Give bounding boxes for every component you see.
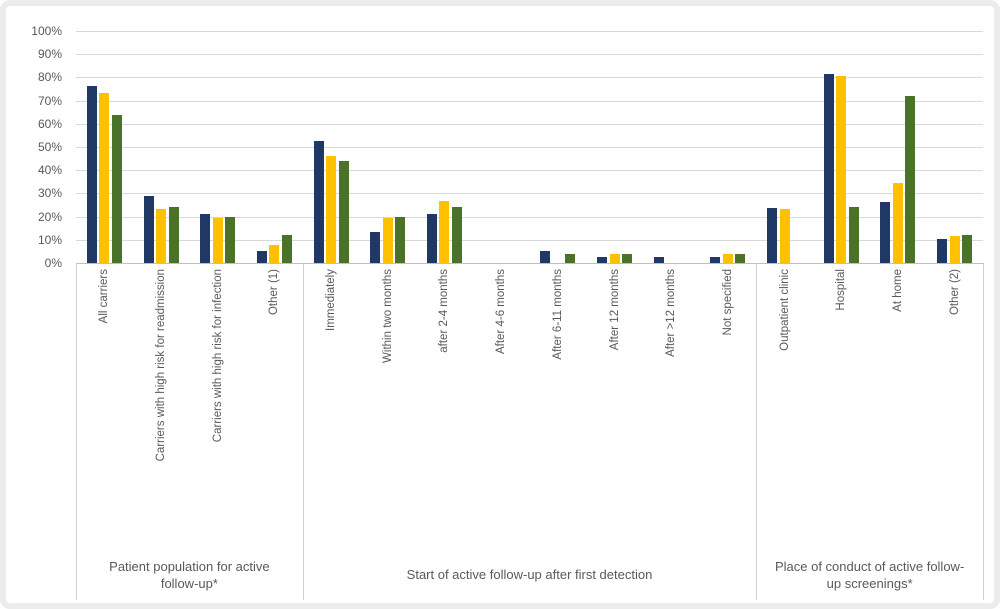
gridline	[76, 54, 983, 56]
bar-yellow-series	[892, 182, 903, 263]
category-label: After >12 months	[665, 269, 678, 357]
bar-dark-blue-series	[256, 250, 267, 263]
y-tick-label: 80%	[37, 70, 62, 85]
bar-yellow-series	[836, 75, 847, 263]
y-tick-label: 60%	[37, 116, 62, 131]
bar-green-series	[622, 253, 633, 263]
y-tick-label: 90%	[37, 47, 62, 62]
bar-green-series	[168, 207, 179, 263]
y-tick-label: 40%	[37, 163, 62, 178]
bar-green-series	[962, 235, 973, 263]
bar-dark-blue-series	[200, 214, 211, 263]
bar-dark-blue-series	[653, 256, 664, 263]
category-label: After 6-11 months	[551, 269, 564, 360]
gridline	[76, 31, 983, 32]
bar-green-series	[848, 207, 859, 263]
bar-dark-blue-series	[710, 256, 721, 263]
gridline	[76, 216, 983, 218]
bar-green-series	[225, 216, 236, 263]
group-title: Start of active follow-up after first de…	[406, 567, 653, 582]
y-tick-label: 0%	[44, 256, 62, 270]
y-tick-label: 30%	[37, 186, 62, 201]
category-label: All carriers	[98, 269, 111, 324]
category-label: Within two months	[381, 269, 394, 363]
gridline	[76, 123, 983, 125]
y-tick-label: 70%	[37, 93, 62, 108]
bar-green-series	[395, 216, 406, 263]
bar-yellow-series	[382, 218, 393, 263]
bar-yellow-series	[779, 209, 790, 263]
category-label: Outpatient clinic	[778, 269, 791, 351]
category-label: Immediately	[325, 269, 338, 331]
group-title: Patient population for active follow-up*	[109, 558, 270, 591]
category-label: Other (1)	[268, 269, 281, 316]
x-axis-line	[76, 263, 983, 264]
bar-yellow-series	[212, 218, 223, 263]
group-separator-line	[983, 263, 984, 600]
category-label: after 2-4 months	[438, 269, 451, 353]
gridline	[76, 239, 983, 241]
category-label: After 4-6 months	[495, 269, 508, 355]
bar-dark-blue-series	[880, 201, 891, 263]
category-label: Carriers with high risk for infection	[211, 269, 224, 443]
bar-dark-blue-series	[426, 214, 437, 263]
group-title: Place of conduct of active follow-up scr…	[774, 558, 965, 591]
group-separator-line	[302, 263, 304, 600]
bar-yellow-series	[269, 245, 280, 263]
bar-green-series	[565, 253, 576, 263]
gridline	[76, 77, 983, 79]
bar-dark-blue-series	[86, 85, 97, 263]
gridline	[76, 170, 983, 172]
bar-dark-blue-series	[823, 73, 834, 263]
category-label: Other (2)	[948, 269, 961, 316]
bar-dark-blue-series	[370, 232, 381, 263]
bar-green-series	[905, 95, 916, 263]
bar-green-series	[338, 160, 349, 263]
y-tick-label: 50%	[37, 140, 62, 154]
bar-yellow-series	[722, 254, 733, 263]
y-tick-label: 20%	[37, 209, 62, 224]
category-label: At home	[891, 269, 904, 312]
category-label: Not specified	[721, 269, 734, 336]
category-label: Hospital	[835, 269, 848, 311]
bar-green-series	[735, 253, 746, 263]
bar-yellow-series	[156, 209, 167, 263]
bar-dark-blue-series	[143, 195, 154, 263]
bar-green-series	[451, 207, 462, 263]
gridline	[76, 147, 983, 148]
y-tick-label: 10%	[37, 232, 62, 247]
bar-dark-blue-series	[313, 140, 324, 263]
bar-dark-blue-series	[597, 256, 608, 263]
category-label: Carriers with high risk for readmission	[155, 269, 168, 462]
bar-yellow-series	[439, 200, 450, 263]
gridline	[76, 193, 983, 195]
bar-yellow-series	[949, 236, 960, 263]
group-separator-line	[756, 263, 758, 600]
bar-green-series	[281, 235, 292, 263]
bar-yellow-series	[99, 93, 110, 263]
bar-yellow-series	[326, 155, 337, 263]
bar-dark-blue-series	[937, 238, 948, 263]
bar-dark-blue-series	[767, 208, 778, 263]
bar-green-series	[111, 114, 122, 263]
bar-dark-blue-series	[540, 250, 551, 263]
bar-yellow-series	[609, 254, 620, 263]
category-label: After 12 months	[608, 269, 621, 351]
y-tick-label: 100%	[31, 24, 62, 38]
group-separator-line	[76, 263, 77, 600]
gridline	[76, 100, 983, 102]
